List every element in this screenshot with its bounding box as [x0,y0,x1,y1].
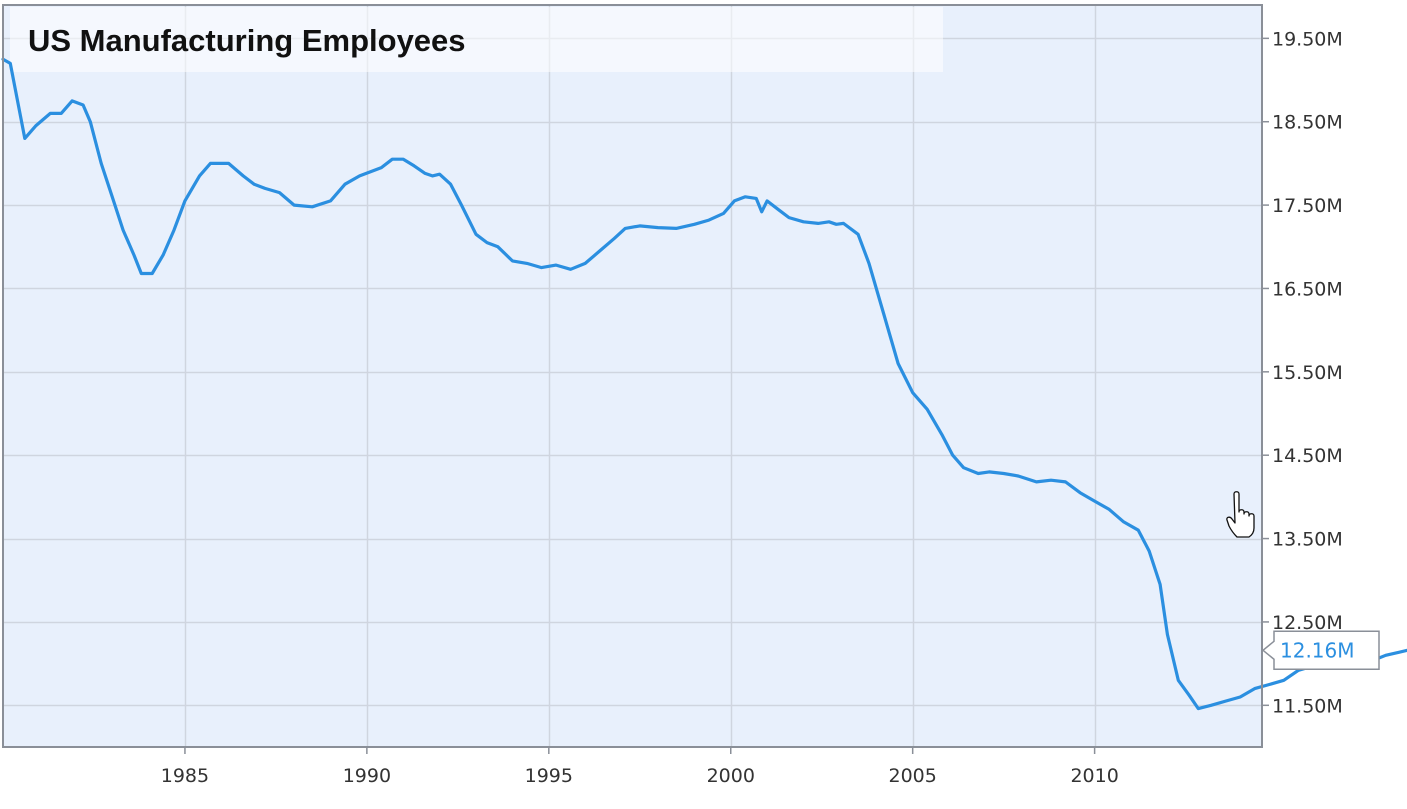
last-value-callout: 12.16M [1261,630,1380,671]
y-axis: 11.50M 12.50M 13.50M 14.50M 15.50M 16.50M 17.5… [1262,28,1343,717]
x-tick-label: 1995 [525,765,573,787]
y-tick-label: 14.50M [1272,445,1343,467]
y-tick-label: 15.50M [1272,362,1343,384]
chart-title: US Manufacturing Employees [28,23,466,58]
last-value-box [1261,630,1380,671]
series-line [1,57,1407,711]
x-tick-label: 1990 [343,765,391,787]
y-tick-label: 12.50M [1272,612,1343,634]
y-tick-label: 11.50M [1272,695,1343,717]
x-tick-label: 1985 [161,765,209,787]
x-tick-label: 2010 [1070,765,1118,787]
y-tick-label: 18.50M [1272,112,1343,134]
y-tick-label: 17.50M [1272,195,1343,217]
hand-cursor-shape [1226,491,1255,538]
plot-frame [2,4,1263,748]
x-axis: 1985 1990 1995 2000 2005 2010 [161,747,1119,787]
last-value-label: 12.16M [1280,638,1355,662]
y-tick-label: 13.50M [1272,529,1343,551]
grid-layer [3,5,1262,747]
x-tick-label: 2005 [889,765,937,787]
x-tick-label: 2000 [707,765,755,787]
hand-cursor-icon [1226,491,1255,538]
plot-area [3,5,1262,747]
series-layer [1,57,1407,711]
y-tick-label: 16.50M [1272,278,1343,300]
y-tick-label: 19.50M [1272,28,1343,50]
title-panel [10,7,943,72]
